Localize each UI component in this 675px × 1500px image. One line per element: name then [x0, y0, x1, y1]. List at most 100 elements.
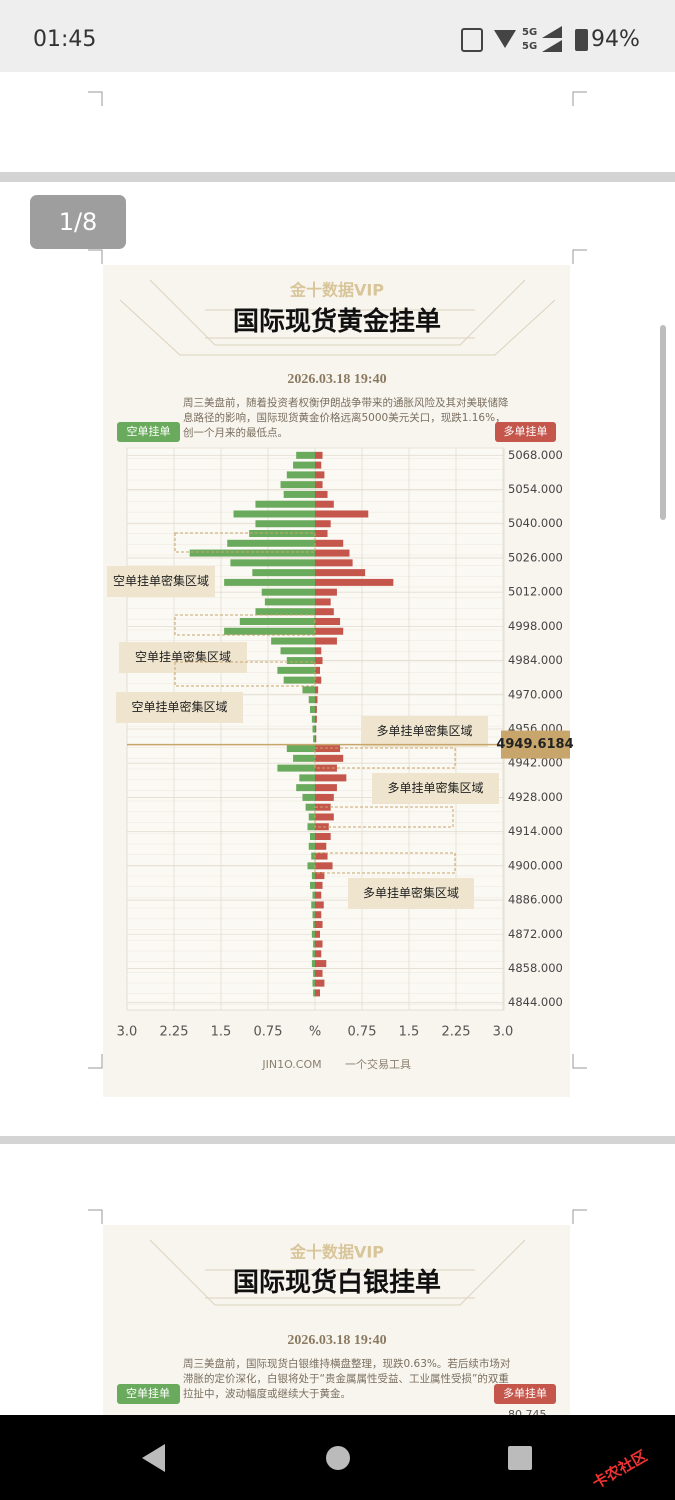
bar — [312, 979, 315, 987]
x-tick-label: % — [309, 1025, 321, 1040]
bar — [261, 588, 315, 596]
x-tick-label: 1.5 — [211, 1025, 232, 1040]
bar — [189, 549, 315, 557]
bar — [315, 549, 350, 557]
bar — [252, 569, 315, 577]
corner-marks — [88, 249, 587, 1069]
bar — [312, 725, 315, 733]
bar — [315, 696, 318, 704]
bar — [308, 813, 315, 821]
bar — [293, 754, 315, 762]
silver-title: 国际现货白银挂单 — [233, 1267, 441, 1297]
bar — [313, 989, 315, 997]
bar — [307, 823, 315, 831]
annotation: 多单挂单密集区域 — [387, 780, 483, 795]
legend-label: 多单挂单 — [504, 424, 548, 438]
bar — [313, 735, 315, 743]
bar — [302, 686, 315, 694]
bar — [315, 608, 334, 616]
gold-date: 2026.03.18 19:40 — [287, 372, 386, 387]
bar — [315, 823, 329, 831]
page-indicator-text: 1/8 — [59, 208, 98, 236]
annotation-box — [107, 566, 215, 597]
silver-image — [103, 1225, 570, 1415]
y-tick-label: 4970.000 — [508, 687, 563, 701]
y-tick-label: 5012.000 — [508, 585, 563, 599]
bar — [315, 725, 317, 733]
order-book-chart: 空单挂单 多单挂单 3.0 3.0 2.25 2.25 1.5 1.5 0.75 0.75% 506… — [107, 422, 574, 1040]
x-tick-label: 3.0 — [117, 1025, 138, 1040]
x-tick-label: 2.25 — [442, 1025, 471, 1040]
page-indicator — [30, 195, 126, 249]
y-tick-label: 4858.000 — [508, 961, 563, 975]
bar — [299, 774, 315, 782]
bar — [311, 715, 315, 723]
bar — [315, 852, 328, 860]
bar — [315, 735, 317, 743]
bar — [315, 588, 337, 596]
bar — [233, 510, 315, 518]
bar — [315, 666, 321, 674]
title-ornament — [149, 1239, 526, 1306]
corner-marks — [88, 1209, 587, 1224]
silver-description: 周三美盘前，国际现货白银维持横盘整理，现跌0.63%。若后续市场对滞胀的定价深化… — [183, 1358, 511, 1400]
bar — [305, 803, 315, 811]
bar — [315, 451, 323, 459]
bar — [315, 911, 322, 919]
back-button[interactable] — [142, 1444, 165, 1472]
bar — [315, 569, 366, 577]
bar — [308, 696, 315, 704]
bar — [286, 471, 315, 479]
bar — [315, 813, 334, 821]
svg-text:5G: 5G — [522, 27, 537, 38]
long-tag-text: 多单挂单 — [503, 1386, 547, 1400]
long-tag — [494, 1384, 556, 1404]
bar — [315, 500, 334, 508]
bar — [312, 911, 315, 919]
bar — [308, 842, 315, 850]
bar — [315, 774, 347, 782]
bar — [315, 784, 337, 792]
bar — [286, 745, 315, 753]
bar — [311, 930, 315, 938]
bar — [315, 490, 328, 498]
zone-outline — [174, 614, 316, 636]
x-tick-label: 2.25 — [160, 1025, 189, 1040]
y-tick-label: 5068.000 — [508, 448, 563, 462]
annotation: 空单挂单密集区域 — [135, 649, 231, 664]
bar — [311, 872, 315, 880]
logo: 金十数据VIP — [289, 281, 384, 300]
annotation: 多单挂单密集区域 — [376, 723, 472, 738]
y-tick-label: 4900.000 — [508, 858, 563, 872]
y-tick-label: 4984.000 — [508, 653, 563, 667]
bar — [296, 451, 315, 459]
bar — [315, 960, 327, 968]
bar — [315, 598, 331, 606]
bar — [315, 950, 322, 958]
bar — [309, 881, 315, 889]
bar — [315, 862, 333, 870]
home-button[interactable] — [326, 1446, 350, 1470]
y-tick-label: 4942.000 — [508, 756, 563, 770]
recents-button[interactable] — [508, 1446, 532, 1470]
short-tag-text: 空单挂单 — [126, 1386, 170, 1400]
bar — [255, 520, 315, 528]
annotation-box — [361, 716, 488, 747]
short-tag — [117, 1384, 180, 1404]
zone-outline — [314, 852, 456, 874]
bar — [302, 793, 315, 801]
y-tick-label: 5054.000 — [508, 482, 563, 496]
bar — [315, 989, 321, 997]
x-tick-label: 1.5 — [399, 1025, 420, 1040]
bar — [315, 891, 322, 899]
bar — [249, 530, 315, 538]
bar — [255, 500, 315, 508]
current-price-label: 4949.6184 — [496, 737, 573, 752]
bar — [315, 510, 369, 518]
corner-marks — [88, 91, 587, 106]
y-tick-label: 4998.000 — [508, 619, 563, 633]
legend-tag — [117, 422, 180, 442]
bar — [293, 461, 315, 469]
bar — [315, 901, 324, 909]
